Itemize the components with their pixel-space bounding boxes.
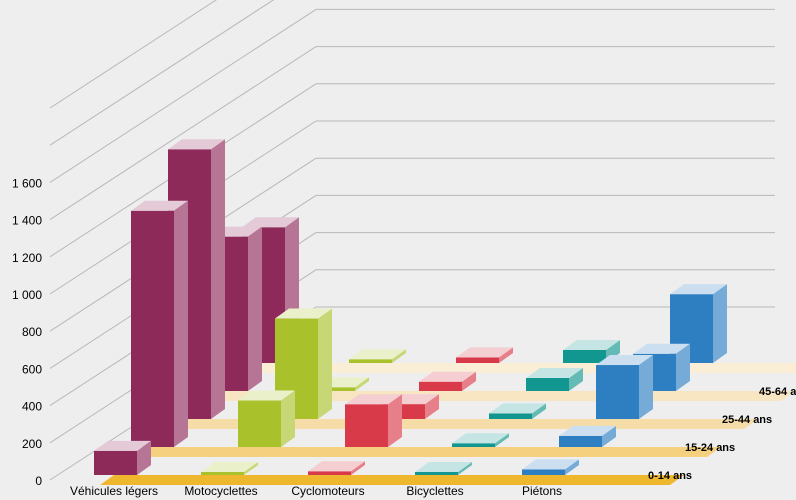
y-tick-label: 1 200	[12, 251, 42, 265]
y-tick-label: 800	[22, 325, 42, 339]
bar	[94, 440, 151, 475]
floor-strip	[100, 475, 684, 485]
bar	[559, 425, 616, 447]
y-tick-label: 400	[22, 400, 42, 414]
y-tick-label: 600	[22, 362, 42, 376]
bar	[596, 355, 653, 419]
category-label: Piétons	[522, 484, 562, 498]
bar	[419, 371, 476, 391]
bar	[349, 349, 406, 363]
bar	[308, 461, 365, 475]
bar	[526, 367, 583, 391]
category-labels: Véhicules légers Motocyclettes Cyclomoteur…	[70, 484, 562, 498]
bar	[345, 394, 402, 447]
category-label: Bicyclettes	[406, 484, 463, 498]
bar	[131, 200, 188, 447]
series-label: 15-24 ans	[685, 442, 735, 454]
category-label: Véhicules légers	[70, 484, 158, 498]
bar	[456, 347, 513, 363]
bar	[415, 462, 472, 475]
bars	[94, 139, 727, 475]
bar	[201, 462, 258, 475]
y-tick-label: 1 000	[12, 288, 42, 302]
bar	[238, 390, 295, 447]
bar	[522, 459, 579, 475]
bar	[489, 403, 546, 419]
category-label: Motocyclettes	[184, 484, 257, 498]
category-label: Cyclomoteurs	[291, 484, 364, 498]
y-tick-label: 0	[35, 474, 42, 488]
floor-strip	[137, 447, 721, 457]
y-tick-label: 200	[22, 437, 42, 451]
y-tick-label: 1 400	[12, 214, 42, 228]
series-label: 45-64 ans	[759, 386, 796, 398]
y-tick-label: 1 600	[12, 176, 42, 190]
y-tick-labels: 0 200 400 600 800 1 000 1 200 1 400 1 600	[12, 176, 42, 488]
series-label: 0-14 ans	[648, 470, 692, 482]
series-label: 25-44 ans	[722, 414, 772, 426]
bar	[452, 433, 509, 447]
